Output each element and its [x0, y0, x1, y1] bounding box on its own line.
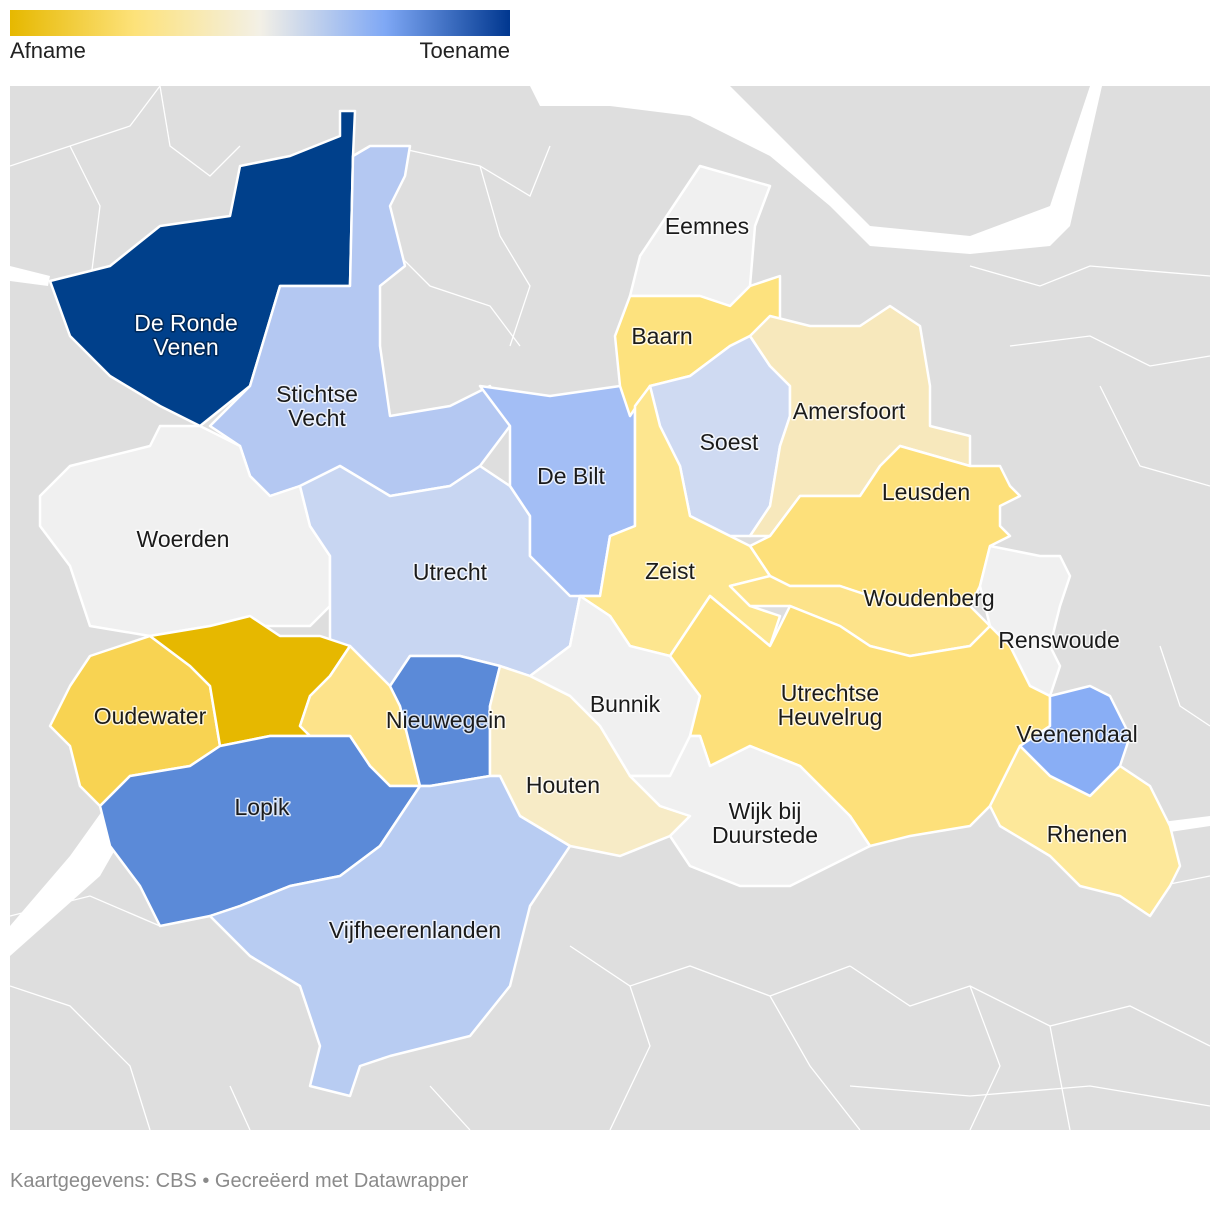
label-houten: Houten: [526, 772, 600, 798]
legend-high-label: Toename: [419, 38, 510, 63]
label-leusden: Leusden: [882, 479, 970, 505]
label-vijfheerenlanden: Vijfheerenlanden: [329, 917, 501, 943]
municipalities: [38, 109, 1182, 1098]
municipality-vijfheerenlanden[interactable]: [208, 774, 572, 1098]
municipality-de-ronde-venen[interactable]: [48, 109, 357, 428]
label-stichtse-vecht: Stichtse Vecht: [276, 381, 358, 431]
legend: Afname Toename: [10, 10, 510, 68]
label-utrechtse-heuvelrug: Utrechtse Heuvelrug: [778, 680, 883, 730]
label-de-bilt: De Bilt: [537, 463, 605, 489]
label-baarn: Baarn: [631, 323, 692, 349]
choropleth-map: De Ronde Venen Stichtse Vecht Woerden Utre…: [10, 86, 1210, 1130]
source-footer: Kaartgegevens: CBS • Gecreëerd met Dataw…: [10, 1170, 469, 1192]
label-soest: Soest: [700, 429, 759, 455]
label-eemnes: Eemnes: [665, 213, 749, 239]
label-veenendaal: Veenendaal: [1016, 721, 1138, 747]
legend-low-label: Afname: [10, 38, 86, 63]
label-zeist: Zeist: [645, 558, 695, 584]
color-scale-bar: [10, 10, 510, 36]
label-woerden: Woerden: [137, 526, 230, 552]
municipality-rhenen[interactable]: [988, 744, 1182, 918]
label-oudewater: Oudewater: [94, 703, 207, 729]
municipality-zeist[interactable]: [578, 384, 782, 658]
label-utrecht: Utrecht: [413, 559, 488, 585]
label-wijk-bij-duurstede: Wijk bij Duurstede: [712, 798, 818, 848]
label-amersfoort: Amersfoort: [793, 398, 906, 424]
label-bunnik: Bunnik: [590, 691, 661, 717]
label-renswoude: Renswoude: [998, 627, 1119, 653]
municipality-wijk-bij-duurstede[interactable]: [628, 734, 872, 888]
label-de-ronde-venen: De Ronde Venen: [134, 310, 238, 360]
label-nieuwegein: Nieuwegein: [386, 707, 506, 733]
map-labels: De Ronde Venen Stichtse Vecht Woerden Utre…: [92, 212, 1139, 945]
label-woudenberg: Woudenberg: [863, 585, 994, 611]
label-lopik: Lopik: [235, 794, 290, 820]
label-rhenen: Rhenen: [1047, 821, 1128, 847]
